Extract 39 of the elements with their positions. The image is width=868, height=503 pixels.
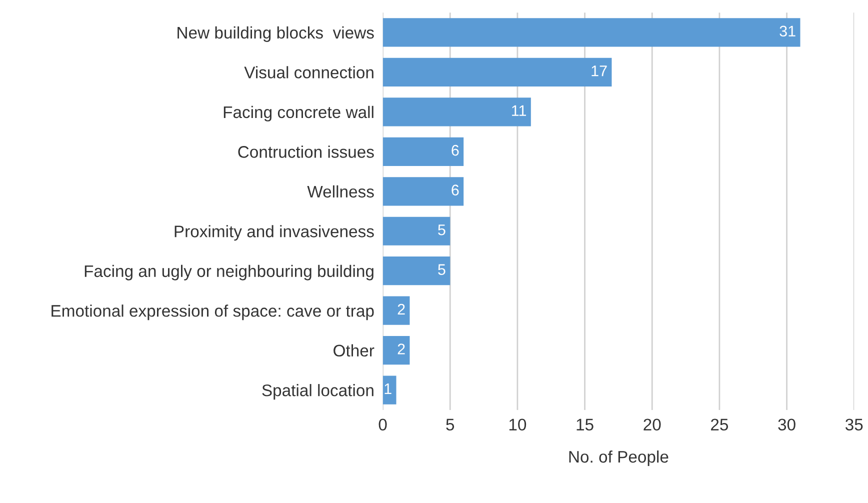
x-tick-label: 30 — [778, 418, 796, 431]
y-tick-label: Spatial location — [262, 384, 374, 400]
data-label: 11 — [512, 105, 526, 116]
bar — [382, 177, 464, 206]
bar — [382, 256, 450, 286]
data-label: 31 — [780, 26, 796, 37]
x-tick-label: 5 — [446, 418, 454, 431]
y-tick-label: Other — [334, 344, 374, 357]
y-tick-label: New building blocks views — [178, 26, 374, 42]
x-axis-title: No. of People — [569, 450, 668, 466]
y-tick-label: Visual connection — [244, 66, 374, 78]
data-label: 17 — [592, 66, 607, 76]
y-tick-label: Wellness — [307, 185, 374, 198]
x-tick-label: 20 — [644, 418, 661, 431]
bar — [382, 296, 410, 325]
x-tick-label: 15 — [576, 418, 594, 431]
y-tick-label: Facing concrete wall — [224, 106, 374, 122]
bar — [382, 58, 612, 86]
x-tick-label: 0 — [378, 418, 387, 431]
bar — [382, 336, 410, 365]
data-label: 2 — [398, 304, 405, 315]
y-tick-label: Proximity and invasiveness — [174, 225, 374, 241]
y-tick-label: Emotional expression of space: cave or trap — [52, 304, 374, 320]
x-tick-label: 35 — [845, 418, 863, 431]
bar — [382, 18, 800, 47]
data-label: 5 — [438, 264, 446, 275]
data-label: 1 — [384, 384, 392, 394]
y-tick-label: Facing an ugly or neighbouring building — [84, 264, 374, 280]
y-tick-label: Contruction issues — [238, 146, 374, 158]
x-tick-label: 10 — [509, 418, 526, 431]
data-label: 2 — [398, 344, 405, 354]
x-tick-label: 25 — [711, 418, 728, 431]
data-label: 6 — [452, 184, 459, 196]
bar — [382, 137, 464, 166]
data-label: 5 — [438, 224, 446, 236]
bar — [382, 216, 450, 246]
bar — [382, 376, 396, 404]
bar — [382, 98, 531, 126]
data-label: 6 — [452, 144, 459, 156]
